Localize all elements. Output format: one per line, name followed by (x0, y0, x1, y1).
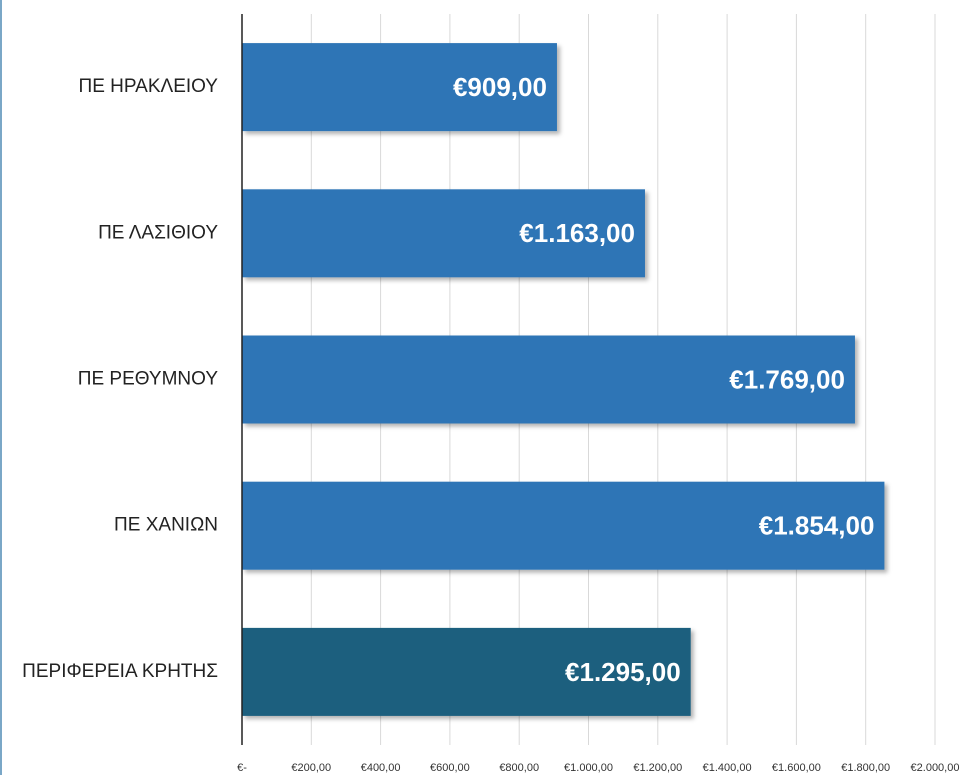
bar (242, 335, 855, 424)
x-tick-label: €1.600,00 (772, 762, 821, 774)
x-tick-label: €1.800,00 (841, 762, 890, 774)
bar (242, 627, 691, 716)
y-tick-label: ΠΕΡΙΦΕΡΕΙΑ ΚΡΗΤΗΣ (22, 661, 218, 682)
x-tick-label: €- (237, 762, 247, 774)
y-tick-label: ΠΕ ΧΑΝΙΩΝ (114, 515, 218, 536)
x-tick-label: €200,00 (291, 762, 331, 774)
x-tick-label: €1.200,00 (633, 762, 682, 774)
bar (242, 189, 645, 278)
y-tick-label: ΠΕ ΡΕΘΥΜΝΟΥ (78, 369, 219, 390)
x-tick-label: €1.400,00 (703, 762, 752, 774)
data-label: €1.163,00 (519, 218, 635, 248)
x-tick-label: €2.000,00 (911, 762, 960, 774)
data-label: €1.295,00 (565, 657, 681, 687)
x-tick-label: €1.000,00 (564, 762, 613, 774)
data-label: €1.854,00 (759, 511, 875, 541)
y-tick-label: ΠΕ ΗΡΑΚΛΕΙΟΥ (79, 76, 219, 97)
x-tick-label: €800,00 (499, 762, 539, 774)
y-tick-label: ΠΕ ΛΑΣΙΘΙΟΥ (98, 222, 218, 243)
data-label: €1.769,00 (729, 364, 845, 394)
data-label: €909,00 (453, 72, 547, 102)
bar (242, 481, 885, 570)
x-tick-label: €600,00 (430, 762, 470, 774)
x-tick-label: €400,00 (361, 762, 401, 774)
bar (242, 43, 557, 132)
